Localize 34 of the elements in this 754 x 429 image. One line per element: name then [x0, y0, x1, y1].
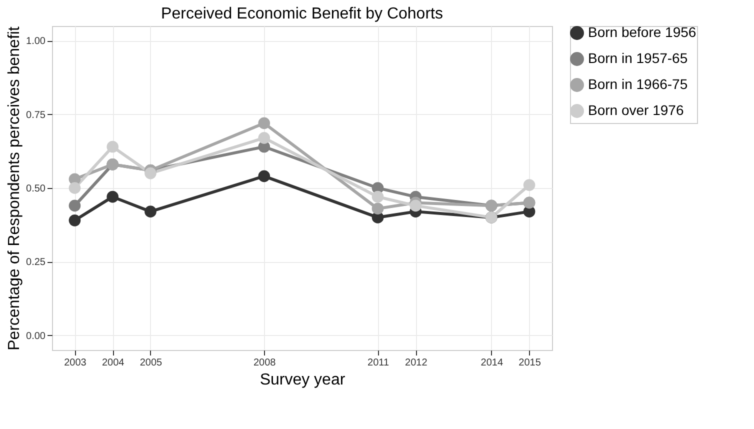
- x-tick-label: 2014: [480, 358, 504, 368]
- point: [258, 117, 270, 130]
- x-tick-label: 2005: [140, 358, 163, 368]
- y-tick-label: 0.00: [26, 330, 46, 342]
- x-tick-label: 2011: [368, 358, 390, 368]
- point: [144, 167, 156, 180]
- legend-label: Born before 1956: [588, 24, 696, 40]
- point: [523, 179, 536, 191]
- y-tick-label: 0.75: [26, 110, 46, 121]
- x-tick-label: 2012: [405, 358, 428, 368]
- point: [258, 170, 270, 182]
- point: [68, 182, 81, 194]
- point: [68, 200, 81, 212]
- point: [106, 190, 119, 203]
- legend-label: Born over 1976: [588, 102, 684, 118]
- legend-label: Born in 1966-75: [588, 76, 688, 92]
- chart-title: Perceived Economic Benefit by Cohorts: [161, 6, 443, 22]
- point: [258, 132, 270, 144]
- y-tick-label: 0.50: [26, 184, 46, 194]
- point: [68, 214, 81, 226]
- x-axis-title: Survey year: [260, 372, 346, 388]
- y-tick-label: 1.00: [26, 36, 46, 48]
- x-tick-label: 2003: [64, 358, 87, 368]
- x-tick-label: 2015: [518, 358, 542, 368]
- y-axis-title: Percentage of Respondents perceives benefit: [6, 26, 24, 350]
- point: [106, 140, 119, 153]
- point: [372, 202, 384, 215]
- x-tick-label: 2004: [102, 358, 125, 368]
- point: [372, 190, 384, 203]
- point: [144, 206, 156, 218]
- legend-label: Born in 1957-65: [588, 50, 688, 66]
- point: [410, 200, 422, 212]
- y-tick-label: 0.25: [26, 257, 46, 268]
- x-tick-label: 2008: [253, 358, 276, 368]
